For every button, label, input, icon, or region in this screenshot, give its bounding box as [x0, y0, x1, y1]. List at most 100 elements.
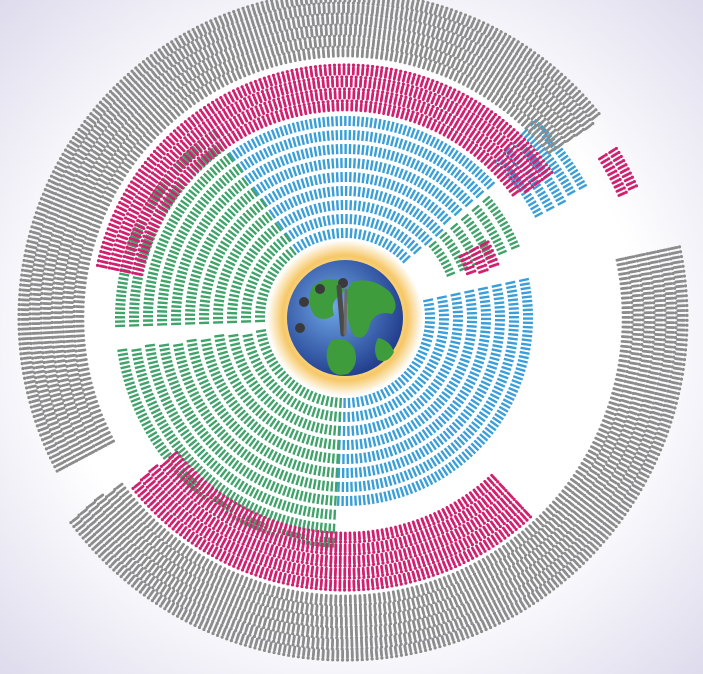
person-icon	[393, 16, 398, 29]
person-icon	[338, 579, 342, 592]
person-icon	[296, 635, 301, 648]
blue-ring	[252, 157, 463, 217]
bar-glyph	[441, 390, 451, 399]
person-icon	[334, 594, 338, 607]
bar-glyph	[501, 224, 511, 231]
person-icon	[62, 200, 74, 208]
person-icon	[224, 593, 231, 605]
person-icon	[61, 315, 74, 319]
person-icon	[91, 413, 103, 420]
person-icon	[643, 311, 656, 315]
bar-glyph	[288, 443, 295, 454]
bar-glyph	[444, 145, 452, 155]
person-icon	[433, 579, 440, 592]
bar-glyph	[267, 192, 276, 203]
person-icon	[83, 241, 95, 247]
bar-glyph	[466, 307, 477, 311]
person-icon	[366, 578, 370, 591]
person-icon	[416, 630, 423, 642]
person-icon	[401, 70, 408, 83]
person-icon	[130, 180, 141, 189]
person-icon	[334, 543, 338, 556]
person-icon	[310, 541, 315, 554]
person-icon	[277, 571, 283, 584]
person-icon	[51, 291, 64, 296]
person-icon	[289, 589, 295, 602]
person-icon	[187, 517, 197, 528]
person-icon	[468, 127, 477, 139]
person-icon	[257, 627, 263, 640]
bar-glyph	[522, 329, 533, 334]
person-icon	[154, 471, 165, 481]
bar-glyph	[296, 194, 303, 205]
person-icon	[377, 592, 382, 605]
person-icon	[438, 578, 445, 590]
bar-glyph	[143, 306, 154, 310]
person-icon	[26, 389, 38, 395]
bar-glyph	[414, 449, 422, 460]
bar-glyph	[203, 153, 212, 163]
bar-glyph	[361, 173, 366, 184]
bar-glyph	[156, 184, 166, 193]
person-icon	[420, 606, 427, 619]
person-icon	[297, 79, 303, 92]
person-icon	[442, 125, 450, 137]
bar-glyph	[155, 384, 166, 391]
bar-glyph	[368, 408, 374, 419]
person-icon	[368, 593, 372, 606]
bar-glyph	[227, 457, 236, 467]
bar-glyph	[385, 120, 391, 131]
person-icon	[257, 616, 263, 628]
bar-glyph	[353, 214, 357, 225]
bar-glyph	[281, 252, 291, 262]
person-icon	[406, 30, 412, 43]
person-icon	[338, 531, 343, 544]
person-icon	[402, 560, 408, 573]
person-icon	[219, 95, 227, 107]
bar-glyph	[555, 171, 565, 179]
blue-ring	[276, 199, 433, 246]
bar-glyph	[281, 408, 289, 419]
bar-glyph	[361, 215, 367, 226]
bar-glyph	[553, 191, 563, 199]
bar-glyph	[371, 479, 376, 490]
person-icon	[75, 275, 88, 280]
person-icon	[249, 15, 256, 28]
bar-glyph	[223, 366, 234, 373]
bar-glyph	[317, 465, 322, 477]
bar-glyph	[377, 236, 385, 247]
person-icon	[392, 612, 398, 625]
person-icon	[420, 555, 427, 568]
person-icon	[297, 4, 302, 17]
person-icon	[242, 508, 250, 520]
bar-glyph	[278, 390, 287, 400]
person-icon	[41, 192, 54, 200]
person-icon	[462, 604, 469, 616]
person-icon	[195, 89, 204, 100]
person-icon	[360, 12, 364, 25]
person-icon	[342, 87, 347, 100]
person-icon	[416, 21, 423, 34]
person-icon	[664, 345, 677, 349]
bar-glyph	[408, 205, 417, 216]
bar-glyph	[230, 475, 238, 486]
person-icon	[608, 146, 618, 155]
bar-glyph	[258, 410, 267, 420]
bar-glyph	[409, 142, 416, 154]
bar-glyph	[238, 429, 247, 439]
person-icon	[412, 55, 419, 67]
bar-glyph	[188, 417, 199, 425]
bar-glyph	[234, 244, 244, 252]
person-icon	[140, 187, 151, 195]
bar-glyph	[211, 401, 222, 409]
bar-glyph	[377, 147, 383, 158]
bar-glyph	[185, 300, 196, 304]
bar-glyph	[139, 416, 150, 423]
bar-glyph	[424, 182, 432, 192]
bar-glyph	[223, 434, 232, 444]
person-icon	[149, 193, 161, 202]
person-icon	[288, 106, 294, 119]
bar-glyph	[562, 182, 572, 189]
bar-glyph	[173, 287, 184, 292]
bar-glyph	[365, 173, 370, 184]
